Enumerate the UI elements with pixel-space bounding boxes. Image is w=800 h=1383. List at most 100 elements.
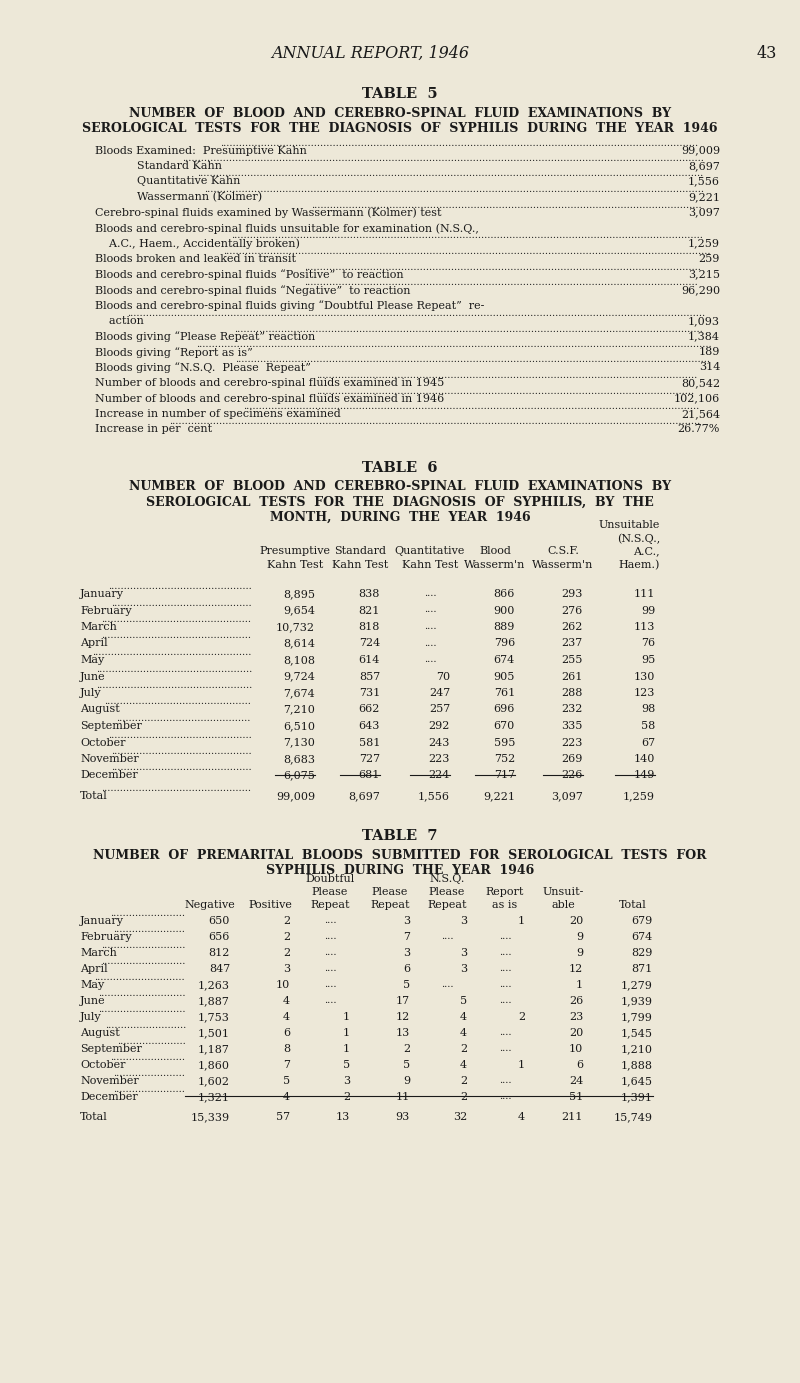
Text: 1: 1 [343, 1044, 350, 1054]
Text: 123: 123 [634, 687, 655, 698]
Text: Presumptive: Presumptive [259, 546, 330, 556]
Text: 2: 2 [518, 1012, 525, 1022]
Text: TABLE  5: TABLE 5 [362, 87, 438, 101]
Text: Increase in number of specimens examined: Increase in number of specimens examined [95, 409, 341, 419]
Text: ....: .... [424, 622, 436, 631]
Text: ........................: ........................ [110, 909, 185, 918]
Text: 674: 674 [494, 656, 515, 665]
Text: 26: 26 [569, 996, 583, 1005]
Text: April: April [80, 964, 108, 974]
Text: Wasserm'n: Wasserm'n [532, 560, 594, 570]
Text: ................................................................................: ........................................… [170, 418, 701, 426]
Text: May: May [80, 981, 104, 990]
Text: 1,259: 1,259 [688, 238, 720, 249]
Text: 1: 1 [518, 916, 525, 927]
Text: 595: 595 [494, 737, 515, 747]
Text: 8,697: 8,697 [688, 160, 720, 171]
Text: NUMBER  OF  PREMARITAL  BLOODS  SUBMITTED  FOR  SEROLOGICAL  TESTS  FOR: NUMBER OF PREMARITAL BLOODS SUBMITTED FO… [94, 849, 706, 862]
Text: 130: 130 [634, 672, 655, 682]
Text: 4: 4 [283, 996, 290, 1005]
Text: 11: 11 [396, 1093, 410, 1102]
Text: 1,799: 1,799 [621, 1012, 653, 1022]
Text: ....: .... [324, 932, 336, 940]
Text: .......................: ....................... [113, 1069, 185, 1077]
Text: Negative: Negative [185, 900, 235, 910]
Text: 10: 10 [569, 1044, 583, 1054]
Text: 98: 98 [641, 704, 655, 715]
Text: Bloods giving “Please Repeat” reaction: Bloods giving “Please Repeat” reaction [95, 332, 315, 342]
Text: 752: 752 [494, 754, 515, 763]
Text: Kahn Test: Kahn Test [402, 560, 458, 570]
Text: 1,545: 1,545 [621, 1028, 653, 1039]
Text: 656: 656 [209, 932, 230, 942]
Text: .............................: ............................. [94, 974, 185, 982]
Text: Repeat: Repeat [370, 900, 410, 910]
Text: Increase in per  cent: Increase in per cent [95, 425, 212, 434]
Text: 4: 4 [283, 1093, 290, 1102]
Text: 232: 232 [562, 704, 583, 715]
Text: NUMBER  OF  BLOOD  AND  CEREBRO-SPINAL  FLUID  EXAMINATIONS  BY: NUMBER OF BLOOD AND CEREBRO-SPINAL FLUID… [129, 106, 671, 120]
Text: A.C., Haem., Accidentally broken): A.C., Haem., Accidentally broken) [95, 238, 300, 249]
Text: November: November [80, 754, 138, 763]
Text: June: June [80, 672, 106, 682]
Text: ..................................................: ........................................… [96, 664, 252, 674]
Text: 3: 3 [343, 1076, 350, 1086]
Text: 1,753: 1,753 [198, 1012, 230, 1022]
Text: 96,290: 96,290 [681, 285, 720, 295]
Text: ....: .... [498, 1044, 511, 1052]
Text: 224: 224 [429, 770, 450, 780]
Text: Total: Total [80, 791, 108, 801]
Text: C.S.F.: C.S.F. [547, 546, 579, 556]
Text: 1: 1 [343, 1012, 350, 1022]
Text: ....: .... [424, 589, 436, 597]
Text: ................................................................................: ........................................… [305, 263, 702, 271]
Text: 2: 2 [343, 1093, 350, 1102]
Text: 58: 58 [641, 721, 655, 732]
Text: 314: 314 [698, 362, 720, 372]
Text: Number of bloods and cerebro-spinal fluids examined in 1946: Number of bloods and cerebro-spinal flui… [95, 394, 444, 404]
Text: Repeat: Repeat [310, 900, 350, 910]
Text: 4: 4 [283, 1012, 290, 1022]
Text: 838: 838 [358, 589, 380, 599]
Text: 140: 140 [634, 754, 655, 763]
Text: 1,860: 1,860 [198, 1059, 230, 1070]
Text: ....: .... [441, 932, 454, 940]
Text: ....: .... [424, 606, 436, 614]
Text: ANNUAL REPORT, 1946: ANNUAL REPORT, 1946 [271, 46, 469, 62]
Text: ................................................................................: ........................................… [223, 248, 710, 256]
Text: ....: .... [498, 1028, 511, 1037]
Text: 4: 4 [460, 1028, 467, 1039]
Text: 1,645: 1,645 [621, 1076, 653, 1086]
Text: 9,221: 9,221 [688, 192, 720, 202]
Text: Please: Please [312, 887, 348, 898]
Text: ...........................: ........................... [102, 957, 186, 965]
Text: MONTH,  DURING  THE  YEAR  1946: MONTH, DURING THE YEAR 1946 [270, 510, 530, 524]
Text: 20: 20 [569, 1028, 583, 1039]
Text: 871: 871 [632, 964, 653, 974]
Text: December: December [80, 1093, 138, 1102]
Text: 6: 6 [283, 1028, 290, 1039]
Text: 243: 243 [429, 737, 450, 747]
Text: 10,732: 10,732 [276, 622, 315, 632]
Text: 99,009: 99,009 [681, 145, 720, 155]
Text: 796: 796 [494, 639, 515, 649]
Text: 6,075: 6,075 [283, 770, 315, 780]
Text: ....: .... [498, 947, 511, 957]
Text: as is: as is [492, 900, 518, 910]
Text: 226: 226 [562, 770, 583, 780]
Text: August: August [80, 1028, 120, 1039]
Text: ................................................................................: ........................................… [304, 278, 698, 288]
Text: November: November [80, 1076, 138, 1086]
Text: 5: 5 [403, 981, 410, 990]
Text: July: July [80, 687, 102, 698]
Text: ............................: ............................ [98, 1005, 186, 1014]
Text: .......................: ....................... [113, 925, 185, 934]
Text: 1,939: 1,939 [621, 996, 653, 1005]
Text: Total: Total [80, 1112, 108, 1122]
Text: Please: Please [372, 887, 408, 898]
Text: 4: 4 [518, 1112, 525, 1122]
Text: 581: 581 [358, 737, 380, 747]
Text: Bloods and cerebro-spinal fluids giving “Doubtful Please Repeat”  re-: Bloods and cerebro-spinal fluids giving … [95, 300, 484, 311]
Text: Total: Total [619, 900, 647, 910]
Text: 614: 614 [358, 656, 380, 665]
